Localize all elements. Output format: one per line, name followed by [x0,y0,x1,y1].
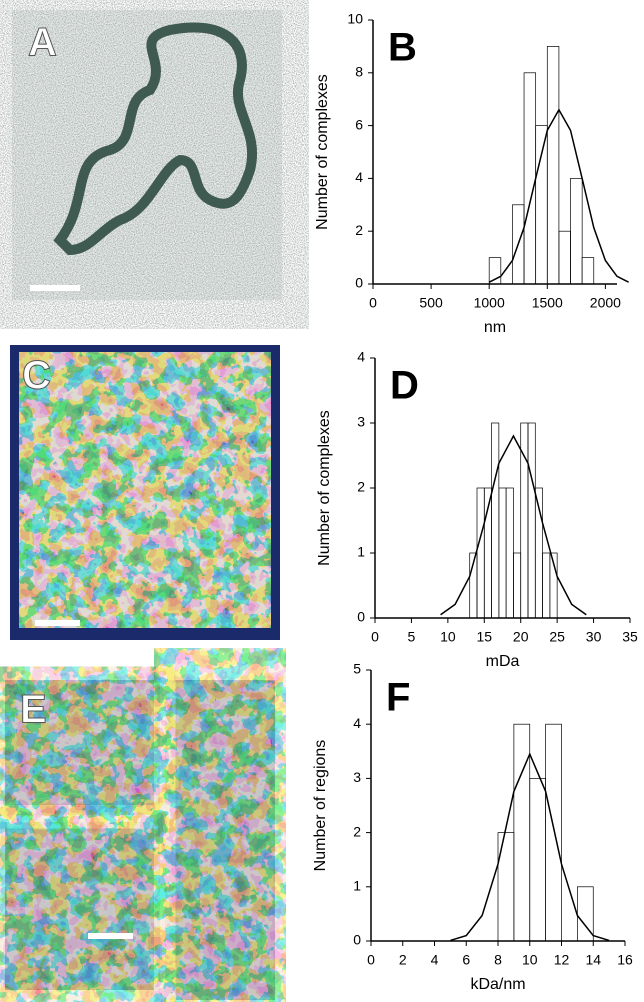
bar [542,552,551,619]
x-tick-label: 30 [586,629,602,645]
x-tick-label: 1000 [474,295,505,311]
y-axis-label: Number of complexes [316,410,333,566]
bar [529,778,546,942]
x-tick-label: 25 [549,629,565,645]
x-tick-label: 2000 [590,295,621,311]
micrograph-e [5,680,275,1000]
x-tick-label: 8 [494,952,502,968]
x-tick-label: 5 [408,629,416,645]
y-tick-label: 5 [353,661,361,677]
y-tick-label: 1 [357,544,365,560]
bar [545,723,562,942]
x-tick-label: 4 [431,952,439,968]
y-tick-label: 4 [357,349,365,365]
y-tick-label: 2 [353,823,361,839]
x-axis-label: kDa/nm [470,976,525,993]
x-tick-label: 0 [369,295,377,311]
y-tick-label: 0 [355,275,363,291]
bar [523,72,537,285]
panel-label: E [20,688,47,732]
bar [546,46,560,285]
x-tick-label: 15 [476,629,492,645]
x-tick-label: 1500 [532,295,563,311]
fit-curve [450,752,610,942]
x-tick-label: 6 [462,952,470,968]
panel-label: A [28,21,57,65]
bar [513,552,522,619]
bar [527,422,536,619]
y-tick-label: 4 [353,715,361,731]
x-tick-label: 500 [419,295,443,311]
bar [505,487,514,619]
fit-curve [440,434,587,616]
bar [498,487,507,619]
bar [497,832,515,942]
x-tick-label: 10 [440,629,456,645]
y-axis-label: Number of complexes [314,74,331,230]
y-tick-label: 1 [353,878,361,894]
micrograph-c [10,345,280,640]
panel-label: D [390,364,419,408]
y-tick-label: 2 [355,222,363,238]
x-tick-label: 35 [622,629,638,645]
y-tick-label: 4 [355,169,363,185]
x-axis-label: nm [484,319,506,336]
bar [558,230,571,285]
x-axis-label: mDa [486,653,520,670]
x-tick-label: 0 [367,952,375,968]
x-tick-label: 2 [399,952,407,968]
bar [581,257,595,285]
bar [570,178,583,285]
y-tick-label: 0 [353,932,361,948]
micrograph-a [12,10,282,300]
bar [535,125,548,285]
bar [513,723,531,942]
x-tick-label: 14 [585,952,601,968]
y-tick-label: 0 [357,609,365,625]
y-tick-label: 2 [357,479,365,495]
y-tick-label: 10 [347,11,363,27]
y-tick-label: 3 [357,414,365,430]
fit-curve [488,108,629,283]
x-tick-label: 20 [513,629,529,645]
panel-label: C [22,354,51,398]
y-axis-label: Number of regions [312,740,329,872]
y-tick-label: 3 [353,769,361,785]
x-tick-label: 16 [617,952,633,968]
x-tick-label: 0 [371,629,379,645]
bar [476,487,485,619]
x-tick-label: 12 [554,952,570,968]
panel-label: B [388,26,417,70]
y-tick-label: 8 [355,64,363,80]
x-tick-label: 10 [522,952,538,968]
panel-label: F [386,676,410,720]
y-tick-label: 6 [355,116,363,132]
bar [491,422,500,619]
